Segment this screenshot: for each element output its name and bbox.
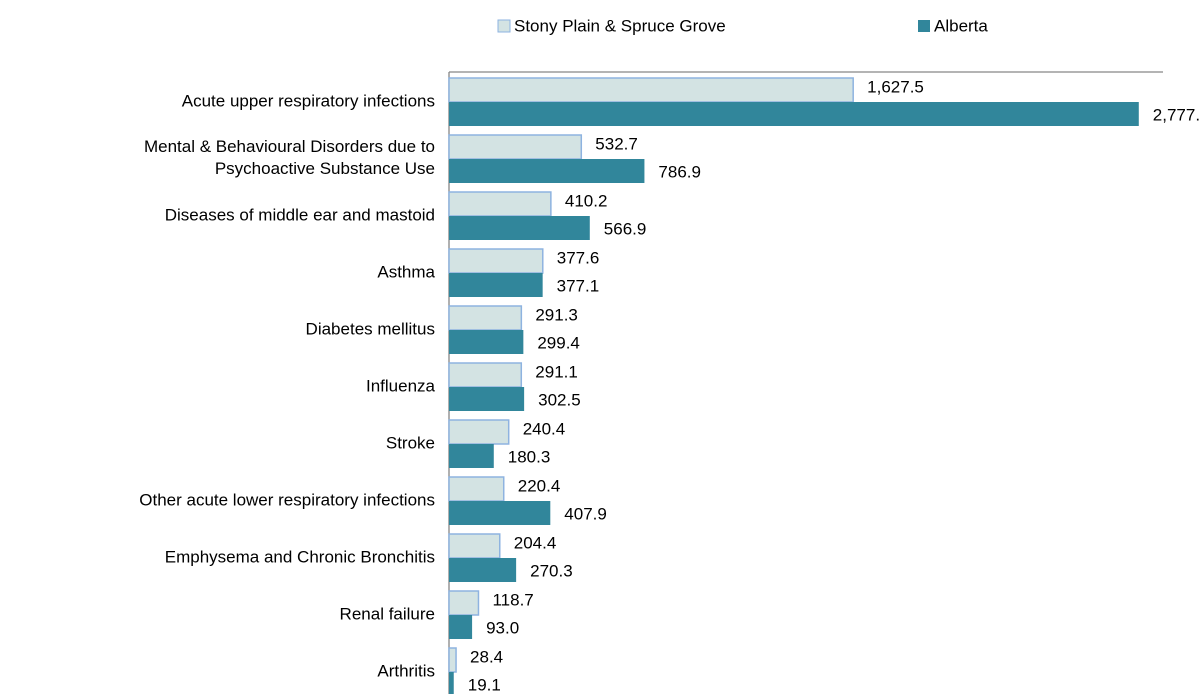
value-label: 410.2: [565, 191, 608, 210]
bar: [449, 216, 590, 240]
category-label: Mental & Behavioural Disorders due to Psy…: [144, 137, 435, 178]
bar: [449, 273, 543, 297]
bar: [448, 191, 552, 217]
value-label: 28.4: [470, 647, 503, 666]
value-label: 302.5: [538, 390, 581, 409]
value-label: 270.3: [530, 561, 573, 580]
category-label: Stroke: [386, 433, 435, 452]
bar: [449, 330, 524, 354]
value-label: 220.4: [518, 476, 561, 495]
value-label: 93.0: [486, 618, 519, 637]
bar: [449, 159, 645, 183]
category-label: Renal failure: [340, 604, 435, 623]
bar: [449, 501, 551, 525]
category-label: Other acute lower respiratory infections: [139, 490, 435, 509]
bar: [449, 444, 494, 468]
bar: [448, 647, 457, 673]
value-label: 118.7: [492, 590, 533, 609]
legend-label: Alberta: [934, 16, 988, 35]
bar: [448, 590, 480, 616]
bar: [448, 77, 854, 103]
bar: [449, 102, 1139, 126]
bar: [448, 134, 583, 160]
category-label: Influenza: [366, 376, 436, 395]
value-label: 240.4: [523, 419, 566, 438]
legend-swatch: [918, 20, 930, 32]
category-label: Asthma: [377, 262, 435, 281]
legend-swatch: [497, 19, 511, 33]
bar: [448, 419, 510, 445]
value-label: 566.9: [604, 219, 647, 238]
category-label: Arthritis: [377, 661, 435, 680]
value-label: 299.4: [537, 333, 580, 352]
value-label: 377.1: [557, 276, 600, 295]
bar: [449, 672, 454, 694]
bar: [448, 476, 505, 502]
value-label: 407.9: [564, 504, 607, 523]
value-label: 291.3: [535, 305, 578, 324]
value-label: 204.4: [514, 533, 557, 552]
value-label: 180.3: [508, 447, 551, 466]
value-label: 377.6: [557, 248, 600, 267]
bar: [449, 387, 525, 411]
category-label: Emphysema and Chronic Bronchitis: [165, 547, 435, 566]
category-label: Diabetes mellitus: [306, 319, 435, 338]
value-label: 532.7: [595, 134, 638, 153]
value-label: 19.1: [468, 675, 501, 694]
category-label: Acute upper respiratory infections: [182, 91, 435, 110]
bar: [448, 248, 544, 274]
value-label: 786.9: [658, 162, 701, 181]
bar: [449, 558, 517, 582]
value-label: 2,777.5: [1153, 105, 1199, 124]
category-label: Diseases of middle ear and mastoid: [165, 205, 435, 224]
bar: [448, 533, 501, 559]
value-label: 1,627.5: [867, 77, 924, 96]
value-label: 291.1: [535, 362, 578, 381]
legend-label: Stony Plain & Spruce Grove: [514, 16, 726, 35]
bar: [448, 305, 523, 331]
bar: [449, 615, 473, 639]
bar: [448, 362, 523, 388]
